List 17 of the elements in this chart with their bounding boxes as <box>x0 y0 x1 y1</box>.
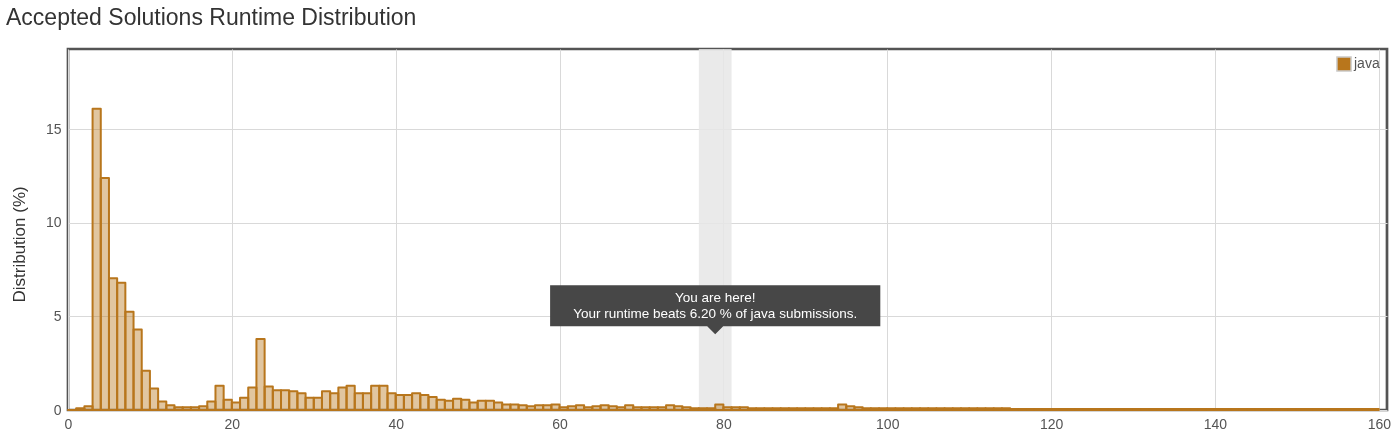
x-tick-label: 80 <box>716 415 732 432</box>
y-tick-label: 0 <box>53 401 62 418</box>
x-tick-label: 120 <box>1039 415 1064 432</box>
y-tick-label: 5 <box>53 307 62 324</box>
x-tick-label: 60 <box>552 415 569 432</box>
band-label: You are here! Your runtime beats 6.20 % of java submissions. <box>573 289 858 321</box>
legend-label: java <box>1353 55 1380 71</box>
y-tick-label: 10 <box>45 214 62 231</box>
x-tick-label: 160 <box>1367 415 1392 432</box>
y-tick-label: 15 <box>45 120 62 137</box>
x-tick-label: 40 <box>388 415 405 432</box>
x-tick-label: 140 <box>1203 415 1228 432</box>
chart-title: Accepted Solutions Runtime Distribution <box>6 4 417 30</box>
x-tick-label: 100 <box>876 415 900 432</box>
x-tick-label: 20 <box>224 415 241 432</box>
y-axis-title: Distribution (%) <box>9 186 29 303</box>
x-tick-label: 0 <box>64 415 73 432</box>
